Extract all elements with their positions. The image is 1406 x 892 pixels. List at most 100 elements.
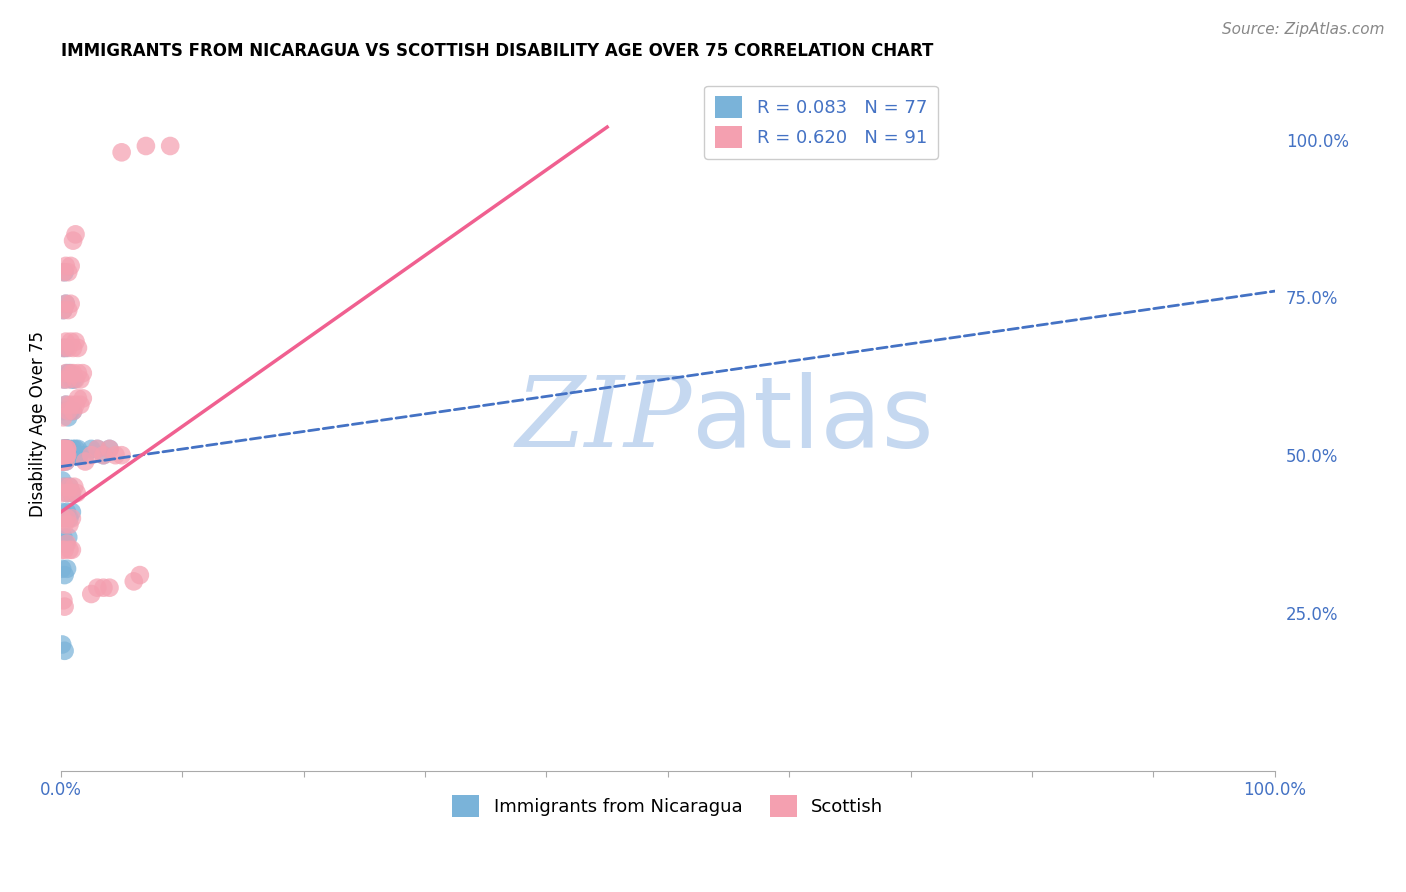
Point (52, 442, 75, 456)
Point (122, 574, 145, 589)
Point (59, 404, 82, 418)
Point (51, 638, 73, 652)
Point (51, 448, 73, 462)
Point (66, 392, 89, 406)
Point (75, 454, 97, 468)
Point (55, 454, 77, 468)
Point (51, 448, 73, 462)
Point (55, 442, 77, 456)
Point (52, 448, 75, 462)
Point (51, 454, 73, 468)
Point (52, 265, 75, 279)
Point (55, 448, 77, 462)
Point (60, 505, 83, 519)
Point (56, 448, 79, 462)
Point (56, 536, 79, 550)
Point (104, 448, 127, 462)
Point (56, 442, 79, 456)
Point (53, 480, 76, 494)
Point (56, 505, 79, 519)
Point (717, 133, 740, 147)
Point (56, 486, 79, 500)
Point (52, 341, 75, 355)
Point (93, 581, 115, 595)
Point (56, 486, 79, 500)
Point (56, 442, 79, 456)
Point (51, 474, 73, 488)
Point (53, 448, 76, 462)
Point (69, 398, 91, 412)
Point (59, 448, 82, 462)
Point (75, 448, 97, 462)
Point (53, 448, 76, 462)
Point (55, 366, 77, 380)
Point (53, 480, 76, 494)
Point (72, 366, 94, 380)
Point (98, 442, 121, 456)
Point (53, 568, 76, 582)
Point (55, 442, 77, 456)
Point (58, 511, 80, 525)
Point (55, 448, 77, 462)
Point (53, 265, 76, 279)
Point (55, 259, 77, 273)
Point (62, 442, 84, 456)
Point (51, 454, 73, 468)
Point (65, 372, 87, 386)
Point (53, 448, 76, 462)
Point (111, 448, 134, 462)
Point (62, 404, 84, 418)
Point (55, 297, 77, 311)
Point (55, 454, 77, 468)
Point (51, 442, 73, 456)
Point (60, 372, 83, 386)
Point (66, 448, 89, 462)
Point (60, 511, 83, 525)
Point (56, 442, 79, 456)
Point (55, 297, 77, 311)
Point (60, 486, 83, 500)
Point (51, 505, 73, 519)
Point (58, 366, 80, 380)
Point (80, 587, 103, 601)
Legend: Immigrants from Nicaragua, Scottish: Immigrants from Nicaragua, Scottish (446, 788, 890, 824)
Point (51, 454, 73, 468)
Text: IMMIGRANTS FROM NICARAGUA VS SCOTTISH DISABILITY AGE OVER 75 CORRELATION CHART: IMMIGRANTS FROM NICARAGUA VS SCOTTISH DI… (60, 42, 934, 60)
Point (60, 542, 83, 557)
Point (80, 448, 103, 462)
Point (111, 145, 134, 160)
Text: ZIP: ZIP (516, 373, 692, 467)
Point (55, 448, 77, 462)
Point (52, 404, 75, 418)
Point (67, 448, 90, 462)
Point (52, 530, 75, 544)
Point (900, 133, 922, 147)
Point (56, 511, 79, 525)
Point (52, 442, 75, 456)
Point (51, 448, 73, 462)
Point (51, 448, 73, 462)
Point (59, 366, 82, 380)
Point (66, 341, 89, 355)
Point (128, 568, 150, 582)
Point (58, 480, 80, 494)
Point (53, 442, 76, 456)
Point (55, 398, 77, 412)
Point (58, 480, 80, 494)
Point (56, 448, 79, 462)
Point (58, 265, 80, 279)
Point (53, 511, 76, 525)
Point (51, 448, 73, 462)
Point (52, 442, 75, 456)
Point (56, 442, 79, 456)
Point (62, 234, 84, 248)
Point (66, 366, 89, 380)
Point (67, 448, 90, 462)
Point (58, 404, 80, 418)
Point (51, 511, 73, 525)
Point (63, 448, 86, 462)
Point (52, 448, 75, 462)
Text: Source: ZipAtlas.com: Source: ZipAtlas.com (1222, 22, 1385, 37)
Point (53, 644, 76, 658)
Y-axis label: Disability Age Over 75: Disability Age Over 75 (30, 331, 46, 516)
